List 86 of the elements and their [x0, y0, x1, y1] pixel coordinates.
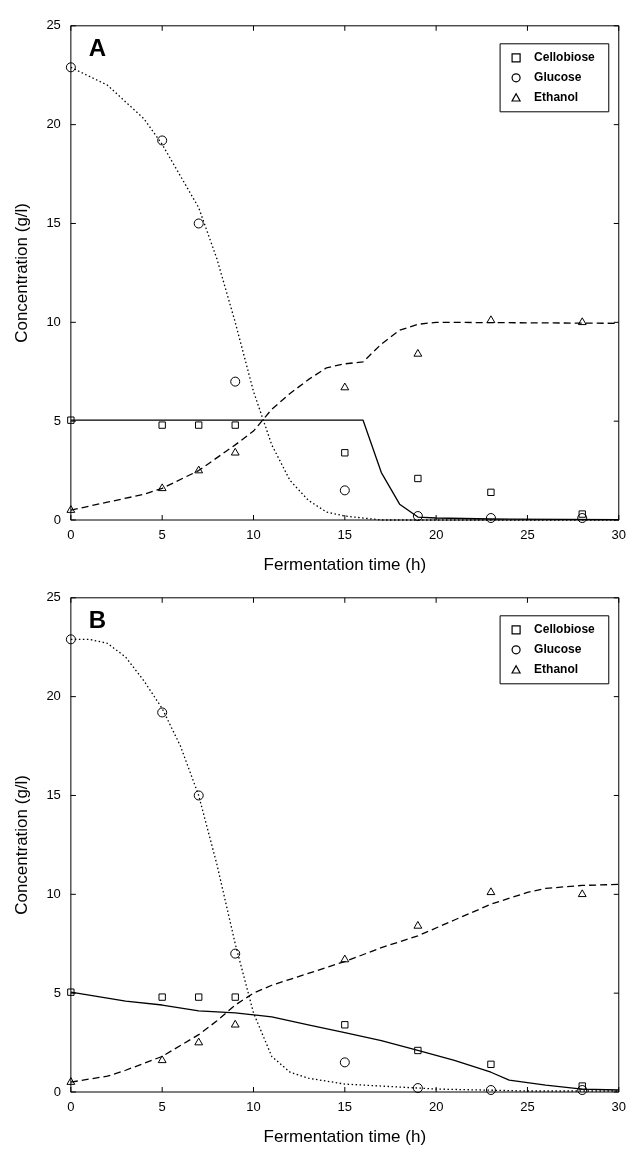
point [486, 887, 496, 896]
point [66, 1077, 76, 1085]
legend-label: Glucose [534, 70, 582, 85]
x-tick-label: 10 [246, 1099, 261, 1115]
x-tick-label: 25 [520, 527, 535, 543]
point [193, 218, 204, 229]
y-tick-label: 25 [46, 17, 61, 33]
legend-label: Ethanol [534, 662, 579, 677]
point [487, 488, 495, 497]
x-tick-label: 30 [611, 1099, 626, 1115]
legend-label: Ethanol [534, 90, 579, 105]
point [578, 1082, 586, 1090]
point [487, 1060, 495, 1069]
x-tick-label: 5 [158, 1099, 166, 1115]
legend-label: Cellobiose [534, 50, 596, 65]
point [67, 416, 75, 424]
point [194, 1037, 204, 1046]
point [65, 634, 76, 645]
point [157, 483, 167, 492]
point [230, 447, 240, 456]
x-axis-title: Fermentation time (h) [263, 555, 427, 575]
point [158, 421, 166, 429]
x-tick-label: 20 [428, 1099, 444, 1115]
point [157, 1055, 167, 1064]
point [414, 474, 422, 483]
point [341, 1021, 349, 1029]
point [578, 510, 586, 518]
y-axis-title: Concentration (g/l) [11, 202, 31, 343]
point [414, 1046, 422, 1055]
y-tick-label: 15 [46, 215, 61, 231]
point [577, 513, 588, 524]
y-tick-label: 5 [53, 412, 61, 428]
point [230, 376, 241, 387]
x-tick-label: 10 [246, 527, 261, 543]
y-tick-label: 15 [46, 787, 61, 803]
x-axis-title: Fermentation time (h) [263, 1127, 427, 1147]
point [157, 707, 168, 718]
point [341, 449, 349, 457]
annotation: B [88, 606, 107, 634]
point [158, 993, 166, 1001]
y-tick-label: 5 [53, 984, 61, 1000]
point [67, 988, 75, 996]
y-tick-label: 10 [46, 313, 61, 329]
point [413, 920, 423, 929]
point [66, 505, 76, 513]
annotation: A [88, 34, 107, 62]
legend-label: Cellobiose [534, 622, 596, 637]
point [193, 790, 204, 801]
point [577, 1085, 588, 1096]
x-tick-label: 15 [337, 1099, 353, 1115]
point [412, 511, 423, 522]
point [65, 62, 76, 73]
point [231, 421, 239, 429]
point [339, 1057, 350, 1068]
point [340, 382, 350, 391]
point [339, 485, 350, 496]
x-tick-label: 0 [67, 527, 75, 543]
y-tick-label: 10 [46, 885, 61, 901]
x-tick-label: 0 [67, 1099, 75, 1115]
point [413, 348, 423, 357]
x-tick-label: 15 [337, 527, 353, 543]
point [230, 948, 241, 959]
y-tick-label: 20 [46, 116, 61, 132]
point [412, 1083, 423, 1094]
x-tick-label: 25 [520, 1099, 535, 1115]
point [340, 954, 350, 963]
point [195, 421, 203, 429]
y-axis-title: Concentration (g/l) [11, 774, 31, 915]
y-tick-label: 0 [53, 1083, 61, 1099]
y-tick-label: 0 [53, 511, 61, 527]
point [577, 889, 587, 898]
point [577, 317, 587, 326]
y-tick-label: 20 [46, 688, 61, 704]
legend-label: Glucose [534, 642, 582, 657]
point [485, 513, 496, 524]
point [194, 465, 204, 474]
point [157, 135, 168, 146]
point [230, 1019, 240, 1028]
point [195, 993, 203, 1001]
point [486, 315, 496, 324]
x-tick-label: 20 [428, 527, 444, 543]
x-tick-label: 30 [611, 527, 626, 543]
y-tick-label: 25 [46, 589, 61, 605]
point [485, 1085, 496, 1096]
point [231, 993, 239, 1001]
x-tick-label: 5 [158, 527, 166, 543]
